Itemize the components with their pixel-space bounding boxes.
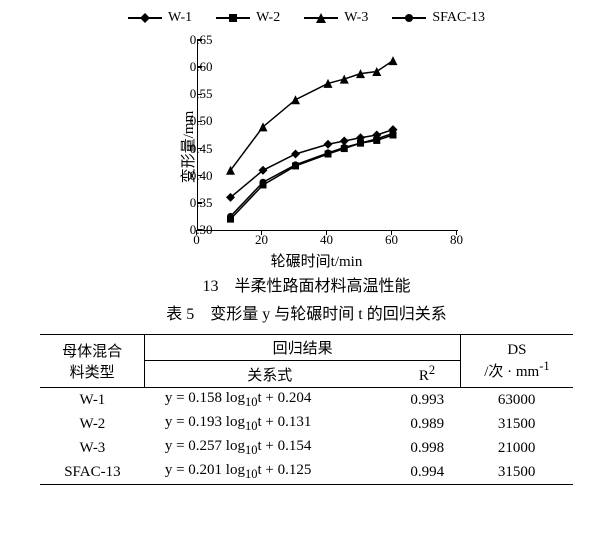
y-tick-mark — [197, 94, 202, 96]
legend-item: SFAC-13 — [392, 10, 485, 26]
legend-item: W-2 — [216, 10, 280, 26]
regression-table: 母体混合 料类型 回归结果 DS /次 · mm-1 关系式 R2 W-1 y … — [40, 334, 573, 485]
series-marker — [291, 95, 300, 104]
legend-marker-line — [392, 17, 426, 19]
col-header-material: 母体混合 料类型 — [40, 335, 145, 388]
legend-item: W-3 — [304, 10, 368, 26]
series-marker — [291, 150, 300, 159]
cell-r2: 0.989 — [394, 412, 460, 436]
cell-ds: 63000 — [460, 388, 573, 413]
table-row: W-3 y = 0.257 log10t + 0.154 0.998 21000 — [40, 436, 573, 460]
series-marker — [227, 213, 234, 220]
table-row: SFAC-13 y = 0.201 log10t + 0.125 0.994 3… — [40, 460, 573, 485]
series-line — [230, 130, 393, 198]
x-tick-mark — [196, 230, 198, 235]
legend-marker-line — [216, 17, 250, 19]
x-tick-mark — [391, 230, 393, 235]
series-marker — [259, 179, 266, 186]
square-icon — [226, 11, 240, 25]
chart-block: W-1 W-2 W-3 SFAC-13 变形量/mm 0.300.350.400… — [117, 10, 497, 262]
legend-label: W-1 — [168, 10, 192, 26]
y-tick-mark — [197, 121, 202, 123]
series-marker — [292, 161, 299, 168]
series-line — [230, 61, 393, 171]
table-row: W-1 y = 0.158 log10t + 0.204 0.993 63000 — [40, 388, 573, 413]
series-marker — [357, 140, 364, 147]
cell-ds: 31500 — [460, 460, 573, 485]
legend-item: W-1 — [128, 10, 192, 26]
figure-title: 半柔性路面材料高温性能 — [234, 278, 410, 295]
cell-formula: y = 0.257 log10t + 0.154 — [145, 436, 394, 460]
col-header-formula: 关系式 — [145, 361, 394, 388]
cell-r2: 0.998 — [394, 436, 460, 460]
chart-xlabel: 轮碾时间t/min — [271, 250, 363, 271]
cell-material: SFAC-13 — [40, 460, 145, 485]
series-marker — [323, 79, 332, 88]
chart-legend: W-1 W-2 W-3 SFAC-13 — [117, 10, 497, 26]
legend-label: W-2 — [256, 10, 280, 26]
y-tick-mark — [197, 202, 202, 204]
triangle-icon — [314, 11, 328, 25]
series-marker — [339, 75, 348, 84]
diamond-icon — [138, 11, 152, 25]
cell-formula: y = 0.158 log10t + 0.204 — [145, 388, 394, 413]
cell-ds: 21000 — [460, 436, 573, 460]
x-tick-mark — [456, 230, 458, 235]
series-marker — [324, 149, 331, 156]
table-row: W-2 y = 0.193 log10t + 0.131 0.989 31500 — [40, 412, 573, 436]
series-marker — [340, 144, 347, 151]
cell-r2: 0.994 — [394, 460, 460, 485]
series-marker — [373, 135, 380, 142]
figure-caption: 13 半柔性路面材料高温性能 — [40, 272, 573, 296]
cell-formula: y = 0.201 log10t + 0.125 — [145, 460, 394, 485]
y-tick-mark — [197, 175, 202, 177]
chart-plot — [197, 40, 458, 231]
y-tick-mark — [197, 148, 202, 150]
legend-label: W-3 — [344, 10, 368, 26]
cell-ds: 31500 — [460, 412, 573, 436]
cell-formula: y = 0.193 log10t + 0.131 — [145, 412, 394, 436]
cell-r2: 0.993 — [394, 388, 460, 413]
col-header-regression: 回归结果 — [145, 335, 461, 361]
y-tick-mark — [197, 39, 202, 41]
chart-svg — [198, 40, 458, 230]
chart-area: 变形量/mm 0.300.350.400.450.500.550.600.65 … — [157, 32, 477, 262]
cell-material: W-3 — [40, 436, 145, 460]
table-caption: 表 5 变形量 y 与轮碾时间 t 的回归关系 — [40, 300, 573, 324]
page: W-1 W-2 W-3 SFAC-13 变形量/mm 0.300.350.400… — [0, 0, 613, 505]
figure-number: 13 — [202, 278, 218, 295]
series-line — [230, 133, 393, 216]
cell-material: W-1 — [40, 388, 145, 413]
series-marker — [323, 140, 332, 149]
y-tick-mark — [197, 229, 202, 231]
legend-label: SFAC-13 — [432, 10, 485, 26]
x-tick-mark — [261, 230, 263, 235]
col-header-ds: DS /次 · mm-1 — [460, 335, 573, 388]
cell-material: W-2 — [40, 412, 145, 436]
circle-icon — [402, 11, 416, 25]
legend-marker-line — [304, 17, 338, 19]
col-header-r2: R2 — [394, 361, 460, 388]
legend-marker-line — [128, 17, 162, 19]
series-marker — [388, 56, 397, 65]
y-tick-mark — [197, 66, 202, 68]
x-tick-mark — [326, 230, 328, 235]
series-marker — [389, 130, 396, 137]
